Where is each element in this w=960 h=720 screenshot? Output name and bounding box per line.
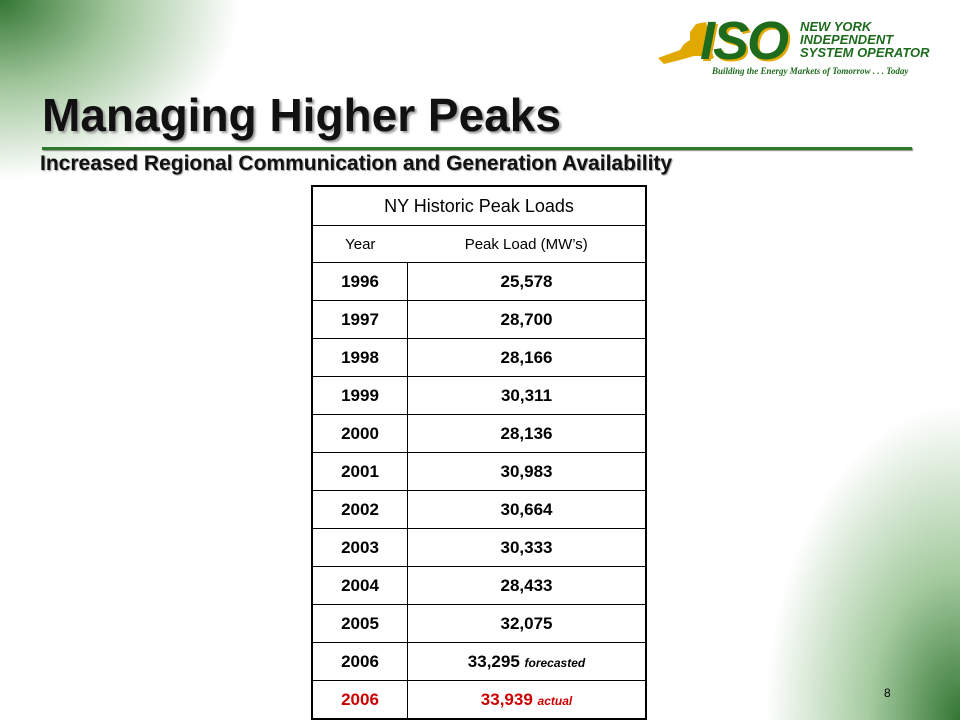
- cell-year: 2005: [311, 604, 409, 643]
- cell-year: 2006: [311, 680, 409, 720]
- table-row: 1998 28,166: [311, 338, 647, 377]
- header-year: Year: [312, 225, 408, 263]
- cell-peak-load: 30,333: [407, 528, 647, 567]
- title-underline: [42, 147, 912, 150]
- cell-peak-load: 28,136: [407, 414, 647, 453]
- cell-year: 1999: [311, 376, 409, 415]
- cell-peak-load: 32,075: [407, 604, 647, 643]
- table-caption-row: NY Historic Peak Loads: [311, 185, 647, 226]
- page-number: 8: [884, 686, 891, 700]
- peak-load-value: 33,939: [480, 689, 533, 709]
- cell-year: 1996: [311, 262, 409, 301]
- logo-tagline: Building the Energy Markets of Tomorrow …: [712, 66, 909, 76]
- peak-load-value: 28,700: [500, 309, 553, 329]
- peak-load-value: 30,311: [500, 385, 553, 405]
- logo-acronym: ISO: [700, 11, 789, 71]
- peak-load-value: 28,166: [500, 347, 553, 367]
- header-peak-load: Peak Load (MW’s): [407, 225, 646, 263]
- table-row: 2004 28,433: [311, 566, 647, 605]
- peak-load-value: 32,075: [500, 613, 553, 633]
- cell-peak-load: 33,295 forecasted: [407, 642, 647, 681]
- table-row: 2005 32,075: [311, 604, 647, 643]
- slide-subtitle: Increased Regional Communication and Gen…: [40, 152, 673, 175]
- cell-peak-load: 28,166: [407, 338, 647, 377]
- peak-load-value: 30,664: [500, 499, 553, 519]
- table-row: 2003 30,333: [311, 528, 647, 567]
- logo-org-name: NEW YORK INDEPENDENT SYSTEM OPERATOR: [800, 20, 930, 59]
- peak-load-value: 30,333: [500, 537, 553, 557]
- cell-year: 2006: [311, 642, 409, 681]
- logo-org-line3: SYSTEM OPERATOR: [800, 45, 930, 60]
- cell-year: 2002: [311, 490, 409, 529]
- cell-peak-load: 30,983: [407, 452, 647, 491]
- table-row: 2002 30,664: [311, 490, 647, 529]
- peak-load-value: 28,136: [500, 423, 553, 443]
- cell-year: 1997: [311, 300, 409, 339]
- peak-load-note: forecasted: [524, 655, 586, 670]
- nyiso-logo: ISO NEW YORK INDEPENDENT SYSTEM OPERATOR…: [650, 11, 930, 76]
- table-row: 1997 28,700: [311, 300, 647, 339]
- cell-year: 2004: [311, 566, 409, 605]
- table-row: 2000 28,136: [311, 414, 647, 453]
- cell-peak-load: 28,433: [407, 566, 647, 605]
- peak-load-value: 25,578: [500, 271, 553, 291]
- peak-load-value: 33,295: [467, 651, 520, 671]
- peak-load-value: 30,983: [500, 461, 553, 481]
- cell-peak-load: 25,578: [407, 262, 647, 301]
- cell-year: 2003: [311, 528, 409, 567]
- cell-year: 2000: [311, 414, 409, 453]
- table-row: 1999 30,311: [311, 376, 647, 415]
- logo-org-line1: NEW YORK: [800, 19, 872, 34]
- table-row: 2006 33,939 actual: [311, 680, 647, 720]
- cell-year: 2001: [311, 452, 409, 491]
- new-york-state-icon: [658, 22, 714, 64]
- cell-peak-load: 30,311: [407, 376, 647, 415]
- cell-peak-load: 28,700: [407, 300, 647, 339]
- table-caption: NY Historic Peak Loads: [311, 185, 647, 226]
- table-row: 2001 30,983: [311, 452, 647, 491]
- table-body: 1996 25,578 1997 28,700 1998 28,166 1999 30,311…: [311, 262, 647, 720]
- table-row: 2006 33,295 forecasted: [311, 642, 647, 681]
- table-header-row: Year Peak Load (MW’s): [312, 225, 646, 263]
- peak-load-note: actual: [537, 693, 573, 708]
- logo-org-line2: INDEPENDENT: [800, 32, 894, 47]
- peak-load-value: 28,433: [500, 575, 553, 595]
- cell-peak-load: 30,664: [407, 490, 647, 529]
- peak-loads-table: NY Historic Peak Loads Year Peak Load (M…: [311, 185, 647, 720]
- slide-title: Managing Higher Peaks: [42, 89, 561, 141]
- table-row: 1996 25,578: [311, 262, 647, 301]
- cell-year: 1998: [311, 338, 409, 377]
- cell-peak-load: 33,939 actual: [407, 680, 647, 720]
